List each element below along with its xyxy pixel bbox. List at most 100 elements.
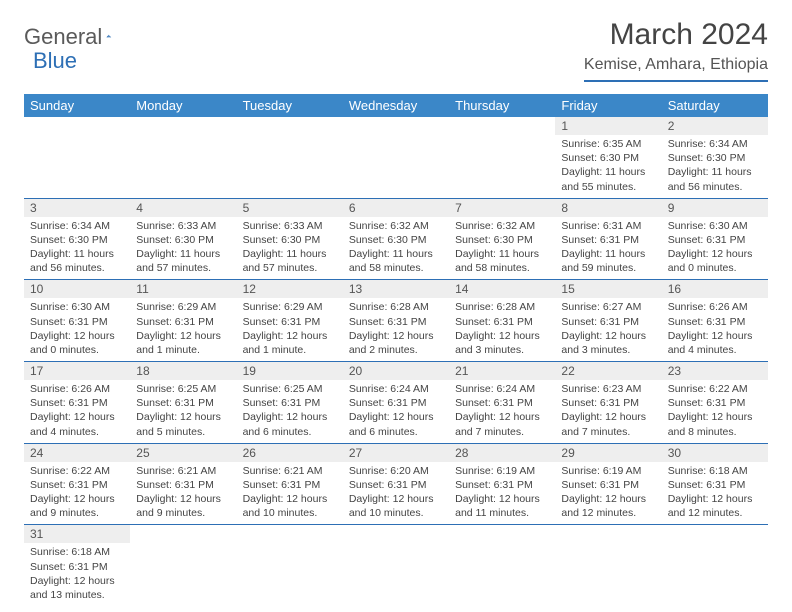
- day-number: 22: [555, 362, 661, 380]
- calendar-cell: 17Sunrise: 6:26 AMSunset: 6:31 PMDayligh…: [24, 362, 130, 444]
- day-number: 12: [237, 280, 343, 298]
- day-details: Sunrise: 6:30 AMSunset: 6:31 PMDaylight:…: [24, 298, 130, 361]
- calendar-cell: 8Sunrise: 6:31 AMSunset: 6:31 PMDaylight…: [555, 198, 661, 280]
- day-details: Sunrise: 6:22 AMSunset: 6:31 PMDaylight:…: [662, 380, 768, 443]
- calendar-cell: 6Sunrise: 6:32 AMSunset: 6:30 PMDaylight…: [343, 198, 449, 280]
- day-number: 4: [130, 199, 236, 217]
- day-number: 30: [662, 444, 768, 462]
- calendar-cell: 16Sunrise: 6:26 AMSunset: 6:31 PMDayligh…: [662, 280, 768, 362]
- calendar-cell: 19Sunrise: 6:25 AMSunset: 6:31 PMDayligh…: [237, 362, 343, 444]
- calendar-cell: 2Sunrise: 6:34 AMSunset: 6:30 PMDaylight…: [662, 117, 768, 198]
- day-number: 26: [237, 444, 343, 462]
- day-details: Sunrise: 6:30 AMSunset: 6:31 PMDaylight:…: [662, 217, 768, 280]
- day-number: 25: [130, 444, 236, 462]
- day-details: Sunrise: 6:27 AMSunset: 6:31 PMDaylight:…: [555, 298, 661, 361]
- day-details: Sunrise: 6:22 AMSunset: 6:31 PMDaylight:…: [24, 462, 130, 525]
- day-details: Sunrise: 6:26 AMSunset: 6:31 PMDaylight:…: [24, 380, 130, 443]
- day-details: Sunrise: 6:32 AMSunset: 6:30 PMDaylight:…: [449, 217, 555, 280]
- day-details: Sunrise: 6:21 AMSunset: 6:31 PMDaylight:…: [237, 462, 343, 525]
- weekday-header: Thursday: [449, 94, 555, 117]
- calendar-cell: [555, 525, 661, 606]
- day-number: 29: [555, 444, 661, 462]
- calendar-cell: 10Sunrise: 6:30 AMSunset: 6:31 PMDayligh…: [24, 280, 130, 362]
- month-title: March 2024: [584, 18, 768, 52]
- day-details: Sunrise: 6:24 AMSunset: 6:31 PMDaylight:…: [449, 380, 555, 443]
- day-number: 8: [555, 199, 661, 217]
- weekday-header: Monday: [130, 94, 236, 117]
- day-number: 31: [24, 525, 130, 543]
- calendar-cell: 28Sunrise: 6:19 AMSunset: 6:31 PMDayligh…: [449, 443, 555, 525]
- calendar-cell: 21Sunrise: 6:24 AMSunset: 6:31 PMDayligh…: [449, 362, 555, 444]
- day-number: 24: [24, 444, 130, 462]
- day-number: 20: [343, 362, 449, 380]
- day-number: 15: [555, 280, 661, 298]
- calendar-cell: 1Sunrise: 6:35 AMSunset: 6:30 PMDaylight…: [555, 117, 661, 198]
- calendar-cell: [130, 525, 236, 606]
- day-details: Sunrise: 6:33 AMSunset: 6:30 PMDaylight:…: [130, 217, 236, 280]
- day-number: 2: [662, 117, 768, 135]
- day-number: 18: [130, 362, 236, 380]
- weekday-header: Sunday: [24, 94, 130, 117]
- day-number: 6: [343, 199, 449, 217]
- day-number: 11: [130, 280, 236, 298]
- calendar-cell: 18Sunrise: 6:25 AMSunset: 6:31 PMDayligh…: [130, 362, 236, 444]
- calendar-cell: [237, 117, 343, 198]
- day-number: 9: [662, 199, 768, 217]
- calendar-cell: 23Sunrise: 6:22 AMSunset: 6:31 PMDayligh…: [662, 362, 768, 444]
- day-number: 16: [662, 280, 768, 298]
- day-details: Sunrise: 6:33 AMSunset: 6:30 PMDaylight:…: [237, 217, 343, 280]
- calendar-cell: [449, 525, 555, 606]
- day-details: Sunrise: 6:24 AMSunset: 6:31 PMDaylight:…: [343, 380, 449, 443]
- day-details: Sunrise: 6:34 AMSunset: 6:30 PMDaylight:…: [662, 135, 768, 198]
- logo: General: [24, 24, 136, 50]
- calendar-row: 31Sunrise: 6:18 AMSunset: 6:31 PMDayligh…: [24, 525, 768, 606]
- calendar-table: Sunday Monday Tuesday Wednesday Thursday…: [24, 94, 768, 606]
- calendar-row: 24Sunrise: 6:22 AMSunset: 6:31 PMDayligh…: [24, 443, 768, 525]
- calendar-cell: [130, 117, 236, 198]
- day-number: 27: [343, 444, 449, 462]
- day-details: Sunrise: 6:29 AMSunset: 6:31 PMDaylight:…: [130, 298, 236, 361]
- weekday-header: Wednesday: [343, 94, 449, 117]
- weekday-header: Tuesday: [237, 94, 343, 117]
- calendar-cell: [662, 525, 768, 606]
- calendar-cell: [24, 117, 130, 198]
- day-number: 10: [24, 280, 130, 298]
- weekday-header: Saturday: [662, 94, 768, 117]
- calendar-cell: 22Sunrise: 6:23 AMSunset: 6:31 PMDayligh…: [555, 362, 661, 444]
- calendar-cell: 15Sunrise: 6:27 AMSunset: 6:31 PMDayligh…: [555, 280, 661, 362]
- day-details: Sunrise: 6:32 AMSunset: 6:30 PMDaylight:…: [343, 217, 449, 280]
- day-number: 28: [449, 444, 555, 462]
- calendar-row: 17Sunrise: 6:26 AMSunset: 6:31 PMDayligh…: [24, 362, 768, 444]
- title-block: March 2024 Kemise, Amhara, Ethiopia: [584, 18, 768, 82]
- calendar-cell: [237, 525, 343, 606]
- calendar-cell: 27Sunrise: 6:20 AMSunset: 6:31 PMDayligh…: [343, 443, 449, 525]
- calendar-cell: 4Sunrise: 6:33 AMSunset: 6:30 PMDaylight…: [130, 198, 236, 280]
- calendar-cell: 25Sunrise: 6:21 AMSunset: 6:31 PMDayligh…: [130, 443, 236, 525]
- day-details: Sunrise: 6:19 AMSunset: 6:31 PMDaylight:…: [449, 462, 555, 525]
- day-details: Sunrise: 6:21 AMSunset: 6:31 PMDaylight:…: [130, 462, 236, 525]
- day-number: 21: [449, 362, 555, 380]
- calendar-cell: 12Sunrise: 6:29 AMSunset: 6:31 PMDayligh…: [237, 280, 343, 362]
- calendar-row: 1Sunrise: 6:35 AMSunset: 6:30 PMDaylight…: [24, 117, 768, 198]
- calendar-row: 10Sunrise: 6:30 AMSunset: 6:31 PMDayligh…: [24, 280, 768, 362]
- day-number: 1: [555, 117, 661, 135]
- calendar-row: 3Sunrise: 6:34 AMSunset: 6:30 PMDaylight…: [24, 198, 768, 280]
- logo-sail-icon: [106, 27, 112, 45]
- logo-blue-text: Blue: [33, 48, 77, 74]
- calendar-cell: 24Sunrise: 6:22 AMSunset: 6:31 PMDayligh…: [24, 443, 130, 525]
- day-number: 13: [343, 280, 449, 298]
- calendar-cell: 11Sunrise: 6:29 AMSunset: 6:31 PMDayligh…: [130, 280, 236, 362]
- day-details: Sunrise: 6:26 AMSunset: 6:31 PMDaylight:…: [662, 298, 768, 361]
- calendar-cell: 7Sunrise: 6:32 AMSunset: 6:30 PMDaylight…: [449, 198, 555, 280]
- day-details: Sunrise: 6:25 AMSunset: 6:31 PMDaylight:…: [237, 380, 343, 443]
- location: Kemise, Amhara, Ethiopia: [584, 56, 768, 82]
- day-details: Sunrise: 6:34 AMSunset: 6:30 PMDaylight:…: [24, 217, 130, 280]
- calendar-cell: 30Sunrise: 6:18 AMSunset: 6:31 PMDayligh…: [662, 443, 768, 525]
- day-number: 3: [24, 199, 130, 217]
- calendar-cell: [343, 117, 449, 198]
- day-details: Sunrise: 6:28 AMSunset: 6:31 PMDaylight:…: [343, 298, 449, 361]
- logo-text-general: General: [24, 24, 102, 50]
- header: General March 2024 Kemise, Amhara, Ethio…: [24, 18, 768, 82]
- calendar-cell: 14Sunrise: 6:28 AMSunset: 6:31 PMDayligh…: [449, 280, 555, 362]
- calendar-cell: [449, 117, 555, 198]
